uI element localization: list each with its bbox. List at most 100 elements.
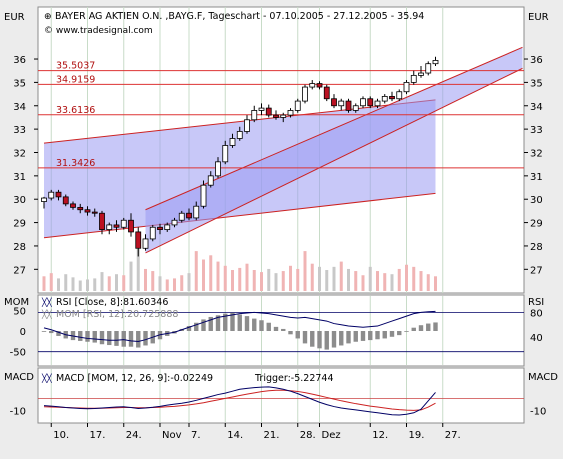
volume-bar-48 — [390, 274, 394, 291]
rsi-panel-label: MOM — [4, 297, 29, 308]
mom-bar-12 — [128, 331, 134, 347]
volume-bar-31 — [267, 268, 271, 291]
candle-34 — [287, 108, 294, 118]
candle-body-15 — [149, 226, 156, 240]
candle-body-30 — [258, 107, 265, 111]
candle-48 — [389, 91, 395, 102]
volume-bar-25 — [223, 265, 227, 291]
mom-bar-0 — [41, 331, 47, 332]
candle-body-48 — [389, 96, 395, 100]
date-tick-2: 24. — [126, 430, 142, 441]
candle-49 — [396, 89, 403, 102]
mom-bar-53 — [426, 323, 431, 331]
macd-panel: MACD MACD ╳╳ MACD [MOM, 12, 26, 9]:-0.02249… — [4, 372, 558, 417]
mom-bar-25 — [223, 313, 228, 331]
candle-body-38 — [316, 83, 323, 88]
volume-bar-8 — [100, 272, 104, 291]
candle-41 — [338, 98, 345, 111]
candle-9 — [106, 222, 113, 235]
candle-31 — [265, 104, 272, 118]
candle-32 — [273, 110, 279, 120]
volume-bar-33 — [281, 271, 285, 291]
price-tick-right-36: 36 — [530, 55, 543, 66]
candle-body-4 — [70, 203, 76, 208]
candle-body-22 — [200, 184, 207, 207]
candle-body-14 — [142, 238, 149, 249]
candle-body-21 — [193, 205, 200, 219]
mom-bar-50 — [404, 331, 409, 332]
candle-body-31 — [265, 107, 272, 116]
trigger-legend-text: Trigger:-5.22744 — [254, 373, 334, 384]
candle-43 — [352, 103, 359, 113]
candle-51 — [410, 70, 417, 85]
volume-bar-53 — [426, 274, 430, 291]
price-tick-right-30: 30 — [530, 195, 543, 206]
candle-body-42 — [345, 100, 352, 111]
candle-body-27 — [236, 131, 243, 139]
volume-bar-35 — [296, 268, 300, 291]
price-tick-left-29: 29 — [13, 219, 26, 230]
volume-bar-27 — [238, 267, 242, 291]
mom-bar-38 — [317, 331, 322, 349]
candle-35 — [294, 98, 301, 113]
mom-bar-10 — [114, 331, 119, 346]
volume-bar-37 — [310, 263, 314, 291]
candle-body-5 — [77, 206, 84, 211]
candle-38 — [316, 81, 323, 90]
volume-bar-44 — [361, 275, 365, 291]
candle-14 — [142, 234, 149, 251]
volume-bar-34 — [289, 265, 292, 291]
candle-body-37 — [309, 83, 316, 88]
date-tick-4: 7. — [191, 430, 201, 441]
volume-bar-10 — [115, 274, 118, 291]
mom-tick-2: -50 — [10, 348, 26, 359]
volume-bar-6 — [86, 279, 89, 291]
candle-body-20 — [186, 212, 192, 219]
channel-fill-trend — [145, 47, 523, 253]
candle-24 — [215, 157, 221, 179]
candle-46 — [374, 98, 381, 109]
mom-bar-26 — [230, 312, 235, 331]
date-axis: 10. 17. 24. Nov 7. 14. 21. 28. Dez 12. 19. 27. — [50, 423, 461, 441]
mom-bar-6 — [85, 331, 90, 342]
currency-left-label: EUR — [4, 12, 25, 23]
volume-bar-41 — [339, 261, 343, 291]
candle-body-51 — [410, 74, 417, 83]
candle-12 — [128, 213, 134, 237]
date-tick-9: 12. — [372, 430, 388, 441]
volume-bar-46 — [376, 271, 379, 291]
candle-body-52 — [418, 72, 424, 76]
mom-bar-11 — [121, 331, 126, 347]
candle-body-23 — [207, 175, 214, 186]
volume-bar-52 — [419, 271, 423, 291]
macd-panel-right-label: MACD — [528, 372, 558, 383]
price-tick-right-32: 32 — [530, 148, 543, 159]
mom-bar-30 — [259, 320, 264, 331]
mom-bar-40 — [331, 331, 337, 348]
candle-11 — [120, 217, 127, 230]
candle-42 — [345, 98, 352, 113]
candlesticks — [41, 56, 439, 257]
mom-bar-27 — [237, 314, 242, 331]
volume-bar-51 — [412, 266, 416, 291]
volume-bar-22 — [202, 259, 205, 291]
mom-bar-35 — [295, 331, 300, 339]
candle-37 — [309, 80, 316, 90]
price-tick-right-27: 27 — [530, 265, 543, 276]
volume-bar-7 — [93, 278, 97, 291]
rsi-tick-0: 80 — [530, 308, 543, 319]
volume-bar-9 — [107, 276, 111, 291]
macd-tick-left: -10 — [10, 406, 26, 417]
mom-legend-icon: ╳╳ — [41, 309, 53, 319]
mom-bar-34 — [288, 331, 293, 335]
mom-legend-text: MOM [RSI, 12]:20.725888 — [56, 309, 178, 320]
candle-13 — [135, 227, 142, 257]
date-tick-5: 14. — [227, 430, 243, 441]
price-tick-left-35: 35 — [13, 78, 26, 89]
mom-bar-29 — [252, 318, 257, 331]
candle-body-33 — [280, 114, 287, 118]
mom-bar-8 — [99, 331, 105, 345]
candle-40 — [331, 94, 337, 109]
volume-bar-12 — [129, 261, 133, 291]
